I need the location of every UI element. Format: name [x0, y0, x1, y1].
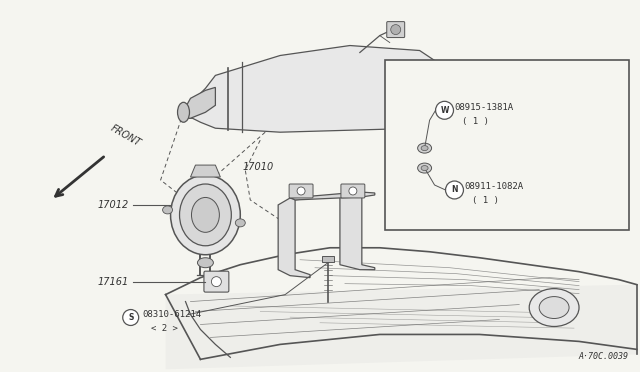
- Text: A·70C.0039: A·70C.0039: [579, 352, 629, 361]
- Text: 17012: 17012: [97, 200, 129, 210]
- Circle shape: [297, 187, 305, 195]
- Ellipse shape: [418, 143, 431, 153]
- Text: ( 1 ): ( 1 ): [472, 196, 499, 205]
- FancyBboxPatch shape: [289, 184, 313, 198]
- Ellipse shape: [171, 175, 240, 255]
- Text: ( 1 ): ( 1 ): [463, 117, 490, 126]
- FancyBboxPatch shape: [204, 271, 229, 292]
- Ellipse shape: [539, 296, 569, 318]
- Circle shape: [211, 277, 221, 286]
- Ellipse shape: [418, 163, 431, 173]
- Ellipse shape: [421, 166, 428, 170]
- Text: W: W: [440, 106, 449, 115]
- Text: 08310-61214: 08310-61214: [143, 310, 202, 319]
- Ellipse shape: [177, 102, 189, 122]
- Text: S: S: [128, 313, 133, 322]
- Polygon shape: [191, 165, 220, 177]
- Ellipse shape: [529, 289, 579, 327]
- Ellipse shape: [191, 198, 220, 232]
- Text: N: N: [451, 186, 458, 195]
- Ellipse shape: [421, 146, 428, 151]
- Text: 08915-1381A: 08915-1381A: [454, 103, 514, 112]
- Bar: [322, 256, 334, 262]
- Circle shape: [391, 25, 401, 35]
- Polygon shape: [186, 45, 449, 132]
- Polygon shape: [166, 285, 637, 369]
- Ellipse shape: [198, 258, 213, 268]
- Polygon shape: [278, 196, 310, 278]
- Text: FRONT: FRONT: [109, 123, 143, 148]
- Text: 17161: 17161: [97, 277, 129, 287]
- Bar: [385, 61, 629, 230]
- FancyBboxPatch shape: [341, 184, 365, 198]
- Polygon shape: [186, 87, 216, 118]
- FancyBboxPatch shape: [387, 22, 404, 38]
- Text: 17010: 17010: [243, 162, 274, 172]
- Circle shape: [445, 181, 463, 199]
- Text: 08911-1082A: 08911-1082A: [465, 183, 524, 192]
- Circle shape: [349, 187, 357, 195]
- Ellipse shape: [422, 61, 451, 119]
- Circle shape: [436, 101, 454, 119]
- Ellipse shape: [180, 184, 231, 246]
- Ellipse shape: [163, 206, 173, 214]
- Ellipse shape: [236, 219, 245, 227]
- Circle shape: [123, 310, 139, 326]
- Polygon shape: [290, 192, 362, 200]
- Polygon shape: [340, 192, 375, 270]
- Text: < 2 >: < 2 >: [150, 324, 177, 333]
